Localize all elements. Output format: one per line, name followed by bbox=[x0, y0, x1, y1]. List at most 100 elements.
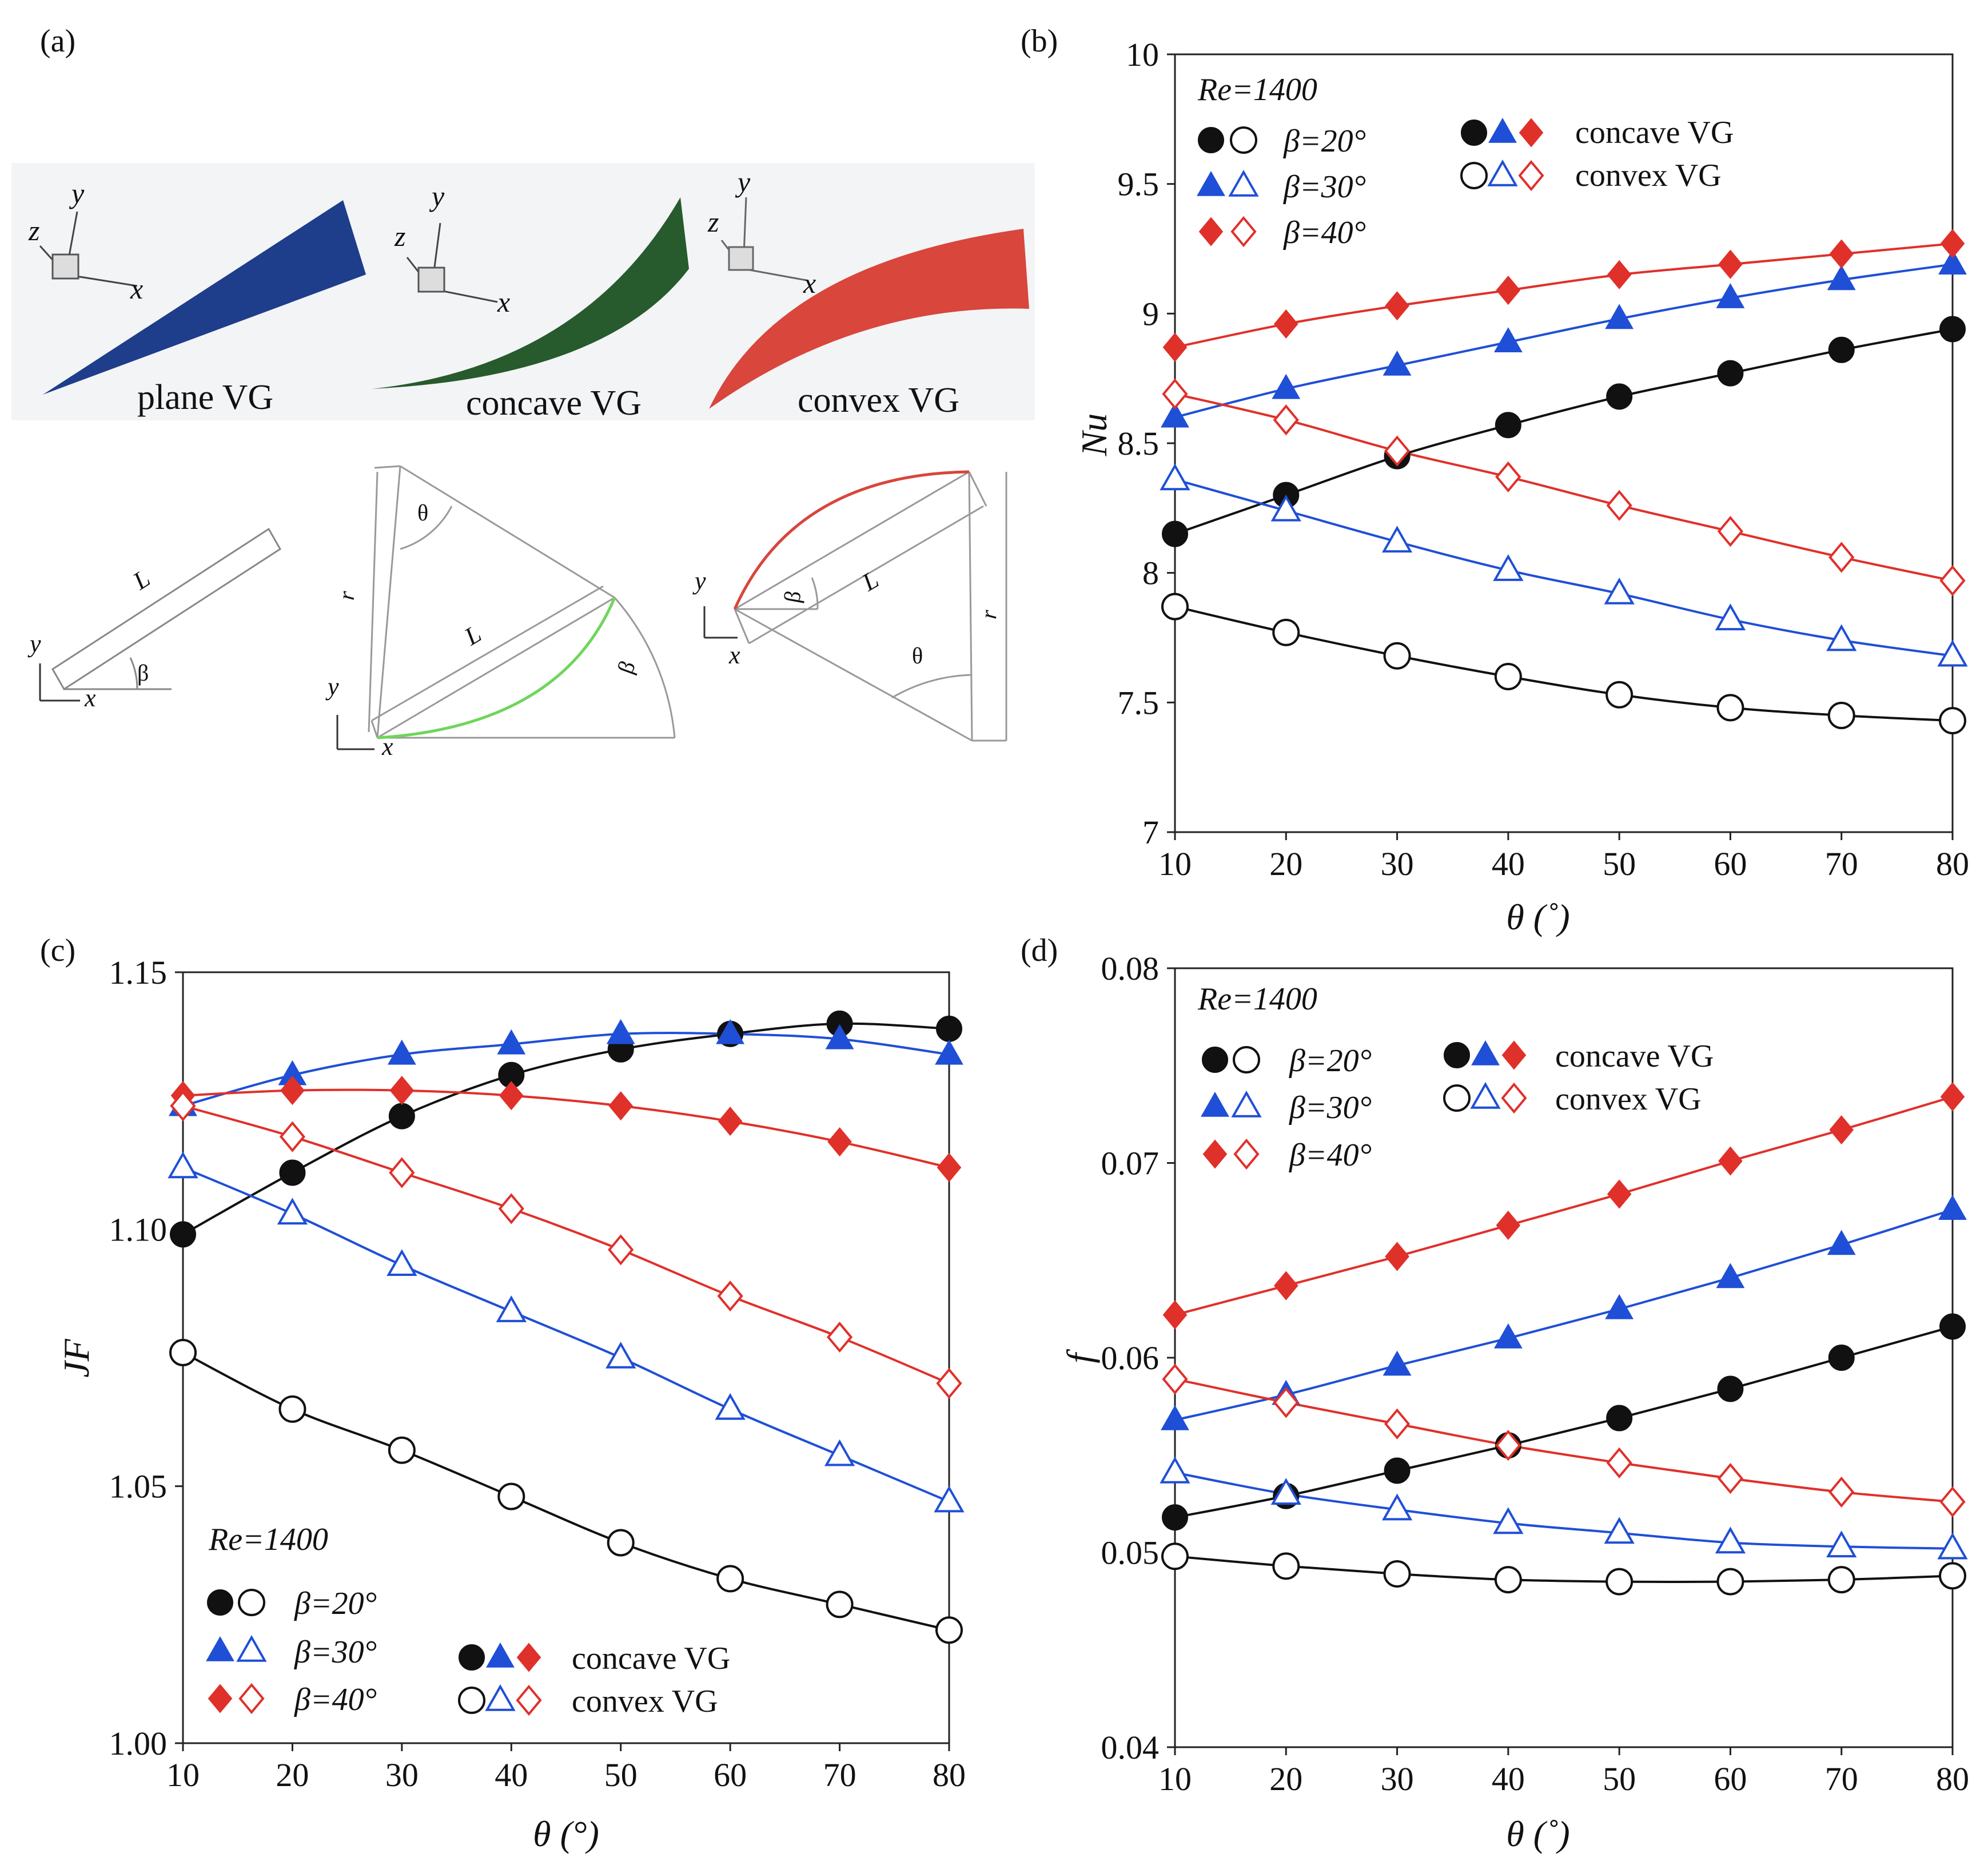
plane-axis-x: x bbox=[130, 273, 143, 305]
convex-xy-axes bbox=[703, 606, 738, 639]
chart-d-point-beta20-concave bbox=[1162, 1504, 1188, 1531]
concave-axis-z: z bbox=[394, 220, 405, 252]
chart-b-point-beta30-concave bbox=[1605, 304, 1634, 329]
chart-c-point-beta40-concave bbox=[280, 1076, 305, 1105]
chart-b-series-line-beta30-concave bbox=[1174, 263, 1953, 419]
chart-c-point-beta20-concave bbox=[170, 1221, 196, 1248]
chart-c-point-beta40-convex bbox=[717, 1281, 743, 1312]
chart-b-point-beta20-convex bbox=[1383, 642, 1411, 670]
chart-d-point-beta40-convex bbox=[1606, 1447, 1632, 1478]
chart-b-point-beta40-concave bbox=[1162, 332, 1188, 362]
chart-c-point-beta30-convex bbox=[715, 1393, 746, 1420]
convex-sym-x: x bbox=[728, 641, 740, 669]
chart-c-legend-beta40: β=40° bbox=[294, 1682, 377, 1717]
chart-c-ytick-label: 1.05 bbox=[109, 1468, 168, 1505]
concave-sym-r: r bbox=[333, 590, 360, 601]
chart-b-point-beta40-convex bbox=[1939, 565, 1966, 597]
chart-b-point-beta40-convex bbox=[1606, 490, 1632, 521]
chart-c-ytick-label: 1.15 bbox=[109, 954, 168, 991]
chart-b-xlabel: θ (˚) bbox=[1506, 897, 1569, 937]
legend-b-type-sym-convex-beta20 bbox=[1460, 162, 1488, 189]
legend-d-sym-filled-beta40 bbox=[1202, 1139, 1228, 1169]
convex-arc bbox=[733, 470, 970, 610]
chart-d-ytick-label: 0.08 bbox=[1101, 950, 1160, 987]
legend-c-sym-open-beta30 bbox=[236, 1635, 267, 1662]
chart-c-point-beta20-concave bbox=[388, 1103, 415, 1130]
concave-sym-x: x bbox=[381, 733, 393, 761]
chart-d-xlabel: θ (˚) bbox=[1506, 1814, 1569, 1854]
chart-b-legend-re: Re=1400 bbox=[1197, 72, 1317, 108]
legend-d-sym-filled-beta30 bbox=[1201, 1091, 1229, 1117]
chart-b-point-beta20-concave bbox=[1717, 360, 1744, 387]
chart-d-point-beta20-convex bbox=[1939, 1562, 1966, 1590]
chart-c-point-beta30-concave bbox=[935, 1039, 963, 1065]
chart-b-point-beta40-concave bbox=[1385, 291, 1409, 321]
chart-b-xtick-label: 60 bbox=[1714, 845, 1747, 882]
plane-axis-y: y bbox=[69, 177, 85, 209]
chart-c-legend-convex: convex VG bbox=[572, 1684, 718, 1719]
chart-d-point-beta30-concave bbox=[1161, 1405, 1189, 1430]
chart-d-xtick-label: 80 bbox=[1936, 1760, 1969, 1798]
legend-c-sym-open-beta20 bbox=[238, 1589, 265, 1616]
chart-b-point-beta40-convex bbox=[1273, 404, 1299, 436]
chart-b-point-beta40-convex bbox=[1828, 542, 1855, 573]
chart-d-point-beta40-concave bbox=[1829, 1115, 1854, 1145]
chart-b-ytick-label: 8.5 bbox=[1118, 425, 1160, 462]
chart-d-point-beta30-convex bbox=[1270, 1478, 1301, 1505]
chart-c-point-beta20-convex bbox=[169, 1339, 197, 1367]
chart-d-series-line-beta20-concave bbox=[1174, 1325, 1953, 1519]
concave-vg-shape bbox=[372, 197, 689, 389]
chart-b-point-beta20-convex bbox=[1827, 702, 1855, 729]
chart-c-xtick-label: 50 bbox=[604, 1756, 638, 1794]
concave-axis-x: x bbox=[497, 286, 510, 318]
legend-c-sym-filled-beta40 bbox=[208, 1684, 233, 1713]
chart-b-series-line-beta20-concave bbox=[1174, 328, 1953, 535]
chart-c-point-beta30-concave bbox=[716, 1019, 745, 1044]
chart-b-point-beta40-concave bbox=[1607, 260, 1632, 289]
convex-vg-label: convex VG bbox=[798, 381, 959, 420]
chart-b-ylabel: Nu bbox=[1074, 413, 1114, 457]
chart-c-point-beta40-convex bbox=[826, 1321, 853, 1353]
chart-b-xtick-label: 80 bbox=[1936, 845, 1969, 882]
chart-b-series-line-beta40-convex bbox=[1174, 392, 1953, 582]
chart-c-ytick-label: 1.10 bbox=[109, 1211, 168, 1248]
concave-schematic bbox=[368, 465, 676, 739]
plane-axis-z: z bbox=[28, 214, 39, 246]
chart-c-point-beta40-convex bbox=[498, 1193, 524, 1224]
chart-c-point-beta40-convex bbox=[389, 1157, 415, 1188]
chart-d-ytick-label: 0.04 bbox=[1101, 1729, 1160, 1766]
chart-d-legend-beta30: β=30° bbox=[1289, 1090, 1372, 1126]
chart-b-xtick-label: 50 bbox=[1603, 845, 1636, 882]
chart-b-point-beta30-concave bbox=[1716, 283, 1745, 308]
chart-c-point-beta30-convex bbox=[934, 1485, 965, 1513]
chart-c-point-beta30-concave bbox=[825, 1024, 854, 1049]
legend-b-sym-filled-beta20 bbox=[1198, 127, 1224, 153]
chart-d-point-beta30-concave bbox=[1938, 1195, 1967, 1220]
chart-d-point-beta20-concave bbox=[1828, 1345, 1855, 1371]
legend-b-type-sym-concave-beta20 bbox=[1461, 120, 1487, 146]
chart-b-point-beta30-convex bbox=[1604, 577, 1635, 605]
chart-d-legend-beta20: β=20° bbox=[1289, 1043, 1372, 1079]
chart-d-point-beta20-concave bbox=[1939, 1313, 1966, 1340]
chart-b-point-beta40-convex bbox=[1162, 378, 1188, 409]
chart-d-series-line-beta30-concave bbox=[1174, 1208, 1953, 1421]
chart-d-point-beta30-concave bbox=[1827, 1230, 1856, 1255]
chart-d-point-beta30-concave bbox=[1716, 1263, 1745, 1289]
chart-b-point-beta30-concave bbox=[1161, 402, 1189, 428]
chart-c-point-beta40-convex bbox=[170, 1090, 196, 1122]
chart-c-point-beta30-concave bbox=[497, 1029, 526, 1055]
legend-b-sym-filled-beta40 bbox=[1198, 217, 1224, 246]
plane-sym-y: y bbox=[27, 630, 41, 658]
chart-b-legend-beta30: β=30° bbox=[1283, 169, 1366, 205]
chart-b-point-beta30-concave bbox=[1827, 265, 1856, 291]
chart-b-xtick-label: 70 bbox=[1825, 845, 1858, 882]
chart-d-point-beta20-convex bbox=[1272, 1552, 1300, 1580]
chart-c-ylabel: JF bbox=[56, 1338, 97, 1377]
chart-d-point-beta40-concave bbox=[1273, 1271, 1298, 1301]
chart-c-ytick-label: 1.00 bbox=[109, 1725, 168, 1762]
chart-b-point-beta20-convex bbox=[1605, 681, 1634, 709]
chart-d-xtick-label: 10 bbox=[1158, 1760, 1192, 1798]
chart-d-point-beta40-convex bbox=[1273, 1387, 1299, 1418]
chart-b-point-beta20-convex bbox=[1494, 663, 1522, 690]
chart-b-xtick-label: 20 bbox=[1269, 845, 1302, 882]
